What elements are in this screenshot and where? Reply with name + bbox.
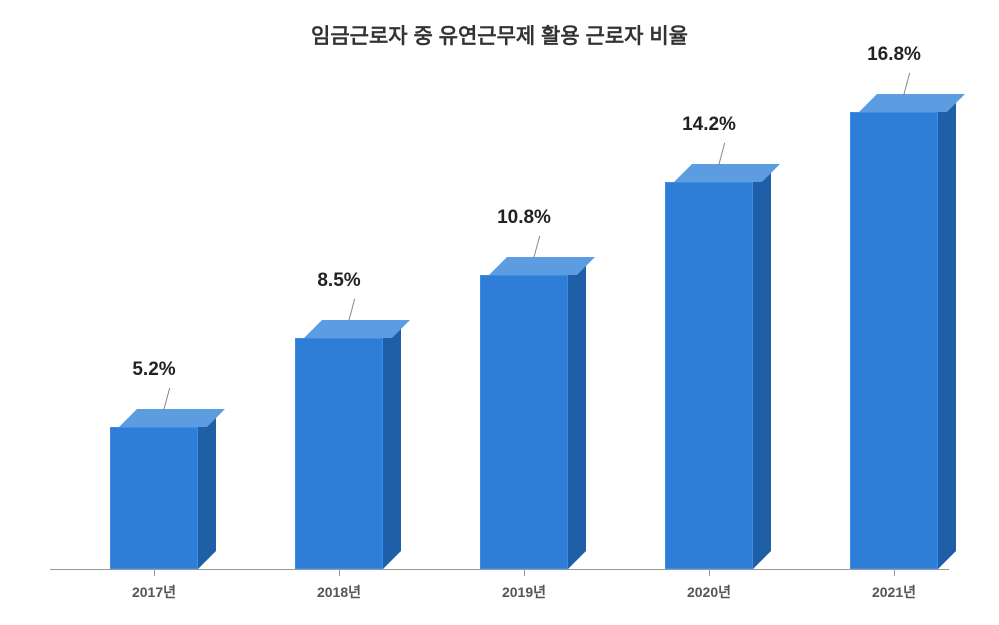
bar-top: [489, 257, 595, 275]
x-label-4: 2021년: [830, 582, 958, 602]
bar-top: [859, 94, 965, 112]
x-tick: [894, 570, 895, 576]
leader-line: [348, 298, 355, 321]
bar-side: [938, 94, 956, 569]
bar-side: [568, 257, 586, 569]
bar-front: [295, 338, 383, 569]
x-tick: [709, 570, 710, 576]
x-label-0: 2017년: [90, 582, 218, 602]
value-label-4: 16.8%: [840, 44, 948, 66]
chart-title: 임금근로자 중 유연근무제 활용 근로자 비율: [50, 20, 949, 50]
bar-top: [119, 409, 225, 427]
bar-top: [674, 164, 780, 182]
x-label-1: 2018년: [275, 582, 403, 602]
chart-container: 임금근로자 중 유연근무제 활용 근로자 비율 5.2% 8.5% 10.8% 14.…: [0, 0, 999, 625]
value-label-1: 8.5%: [285, 270, 393, 292]
bar-front: [480, 275, 568, 569]
bar-front: [665, 182, 753, 569]
leader-line: [903, 72, 910, 95]
x-tick: [154, 570, 155, 576]
bar-1: 8.5%: [295, 320, 401, 569]
bar-side: [383, 320, 401, 569]
leader-line: [533, 236, 540, 259]
bar-0: 5.2%: [110, 409, 216, 569]
x-tick: [524, 570, 525, 576]
bar-4: 16.8%: [850, 94, 956, 569]
bar-side: [198, 409, 216, 569]
x-tick: [339, 570, 340, 576]
x-label-3: 2020년: [645, 582, 773, 602]
bar-3: 14.2%: [665, 164, 771, 569]
bar-front: [850, 112, 938, 569]
bar-side: [753, 164, 771, 569]
bar-front: [110, 427, 198, 569]
bar-top: [304, 320, 410, 338]
value-label-3: 14.2%: [655, 114, 763, 136]
plot-area: 5.2%8.5%10.8%14.2%16.8%: [50, 80, 949, 570]
x-axis: 2017년2018년2019년2020년2021년: [50, 570, 949, 600]
bar-2: 10.8%: [480, 257, 586, 569]
value-label-0: 5.2%: [100, 359, 208, 381]
value-label-2: 10.8%: [470, 207, 578, 229]
x-label-2: 2019년: [460, 582, 588, 602]
